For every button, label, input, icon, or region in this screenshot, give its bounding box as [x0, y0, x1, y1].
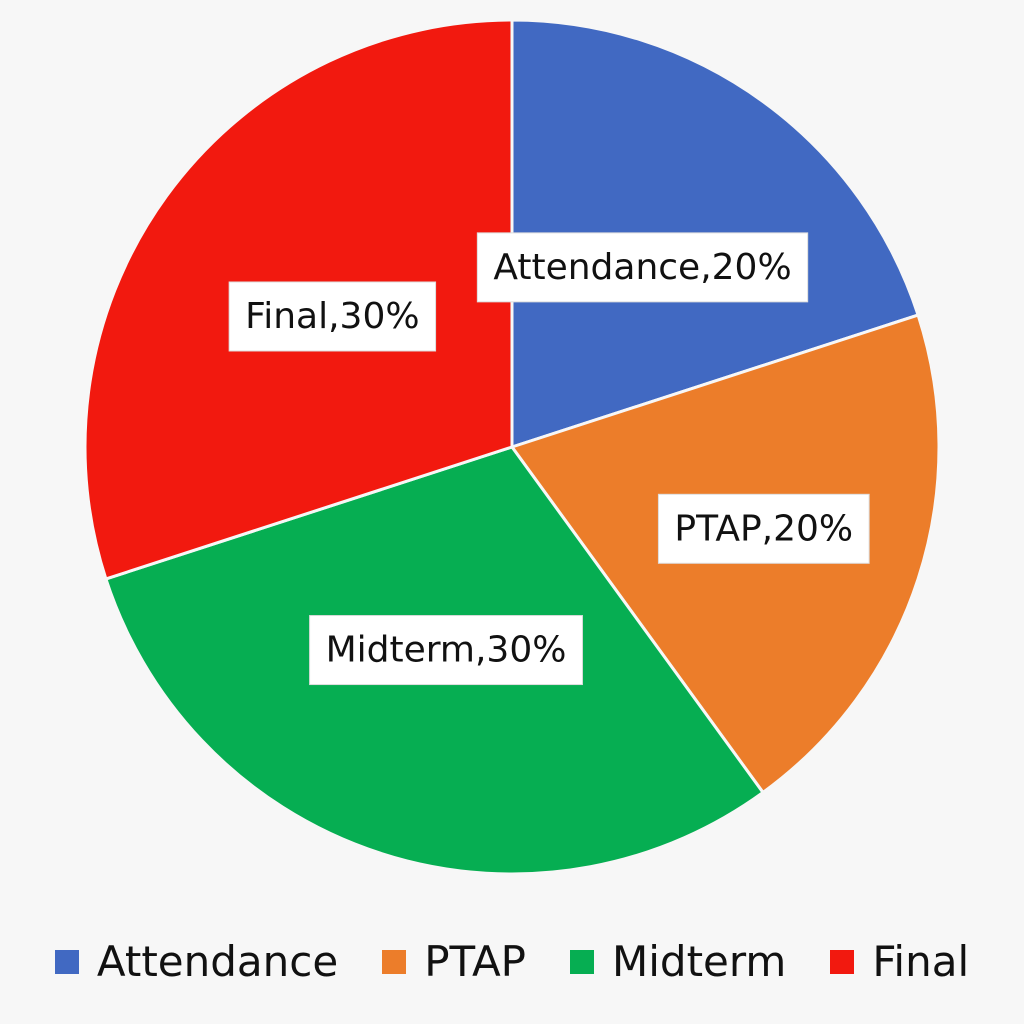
data-label-ptap: PTAP,20% [657, 493, 870, 564]
data-label-box-ptap [657, 493, 870, 564]
data-label-box-final [228, 281, 437, 352]
legend-label-midterm: Midterm [612, 937, 787, 986]
data-labels: Attendance,20% PTAP,20% Midterm,30% Final,3… [228, 232, 870, 686]
legend-label-final: Final [872, 937, 970, 986]
data-label-midterm: Midterm,30% [309, 615, 583, 686]
legend: Attendance PTAP Midterm Final [0, 930, 1024, 994]
data-label-attendance: Attendance,20% [476, 232, 809, 303]
legend-swatch-midterm [570, 950, 594, 974]
data-label-text-midterm: Midterm,30% [326, 630, 567, 671]
data-label-box-attendance [476, 232, 809, 303]
data-label-text-attendance: Attendance,20% [493, 247, 791, 288]
data-label-box-midterm [309, 615, 583, 686]
legend-swatch-final [830, 950, 855, 974]
legend-item-midterm: Midterm [570, 941, 786, 983]
data-label-text-ptap: PTAP,20% [674, 508, 853, 549]
legend-item-final: Final [830, 941, 969, 983]
legend-swatch-ptap [382, 950, 407, 974]
legend-label-ptap: PTAP [424, 937, 526, 986]
legend-swatch-attendance [54, 950, 79, 974]
legend-item-ptap: PTAP [382, 941, 526, 983]
legend-label-attendance: Attendance [96, 937, 339, 986]
data-label-final: Final,30% [228, 281, 437, 352]
data-label-text-final: Final,30% [245, 296, 419, 337]
legend-item-attendance: Attendance [54, 937, 339, 986]
